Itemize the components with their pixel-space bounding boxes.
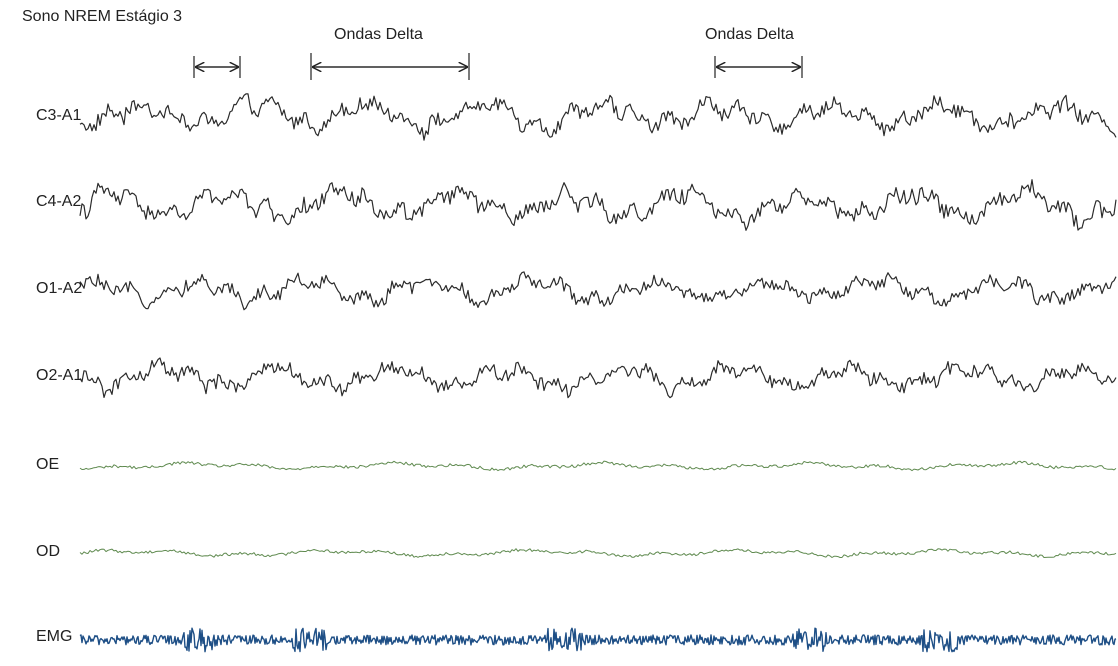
- channel-label-c3-a1: C3-A1: [36, 107, 82, 124]
- channel-label-c4-a2: C4-A2: [36, 193, 82, 210]
- channel-label-od: OD: [36, 543, 60, 560]
- trace-c4-a2: [79, 179, 1117, 231]
- trace-od: [79, 548, 1117, 558]
- trace-c3-a1: [79, 93, 1117, 141]
- trace-oe: [79, 460, 1117, 472]
- trace-o2-a1: [79, 357, 1117, 399]
- channel-label-oe: OE: [36, 456, 60, 473]
- delta-waves-label-1: Ondas Delta: [334, 26, 423, 43]
- annotation-bracket-3: [714, 56, 803, 78]
- annotation-bracket-1: [193, 56, 241, 78]
- channel-label-o2-a1: O2-A1: [36, 367, 83, 384]
- trace-emg: [79, 627, 1117, 653]
- channel-label-emg: EMG: [36, 628, 73, 645]
- figure-title: Sono NREM Estágio 3: [22, 8, 183, 25]
- annotation-bracket-2: [310, 53, 470, 80]
- trace-o1-a2: [79, 271, 1117, 311]
- delta-waves-label-2: Ondas Delta: [705, 26, 794, 43]
- channel-label-o1-a2: O1-A2: [36, 280, 83, 297]
